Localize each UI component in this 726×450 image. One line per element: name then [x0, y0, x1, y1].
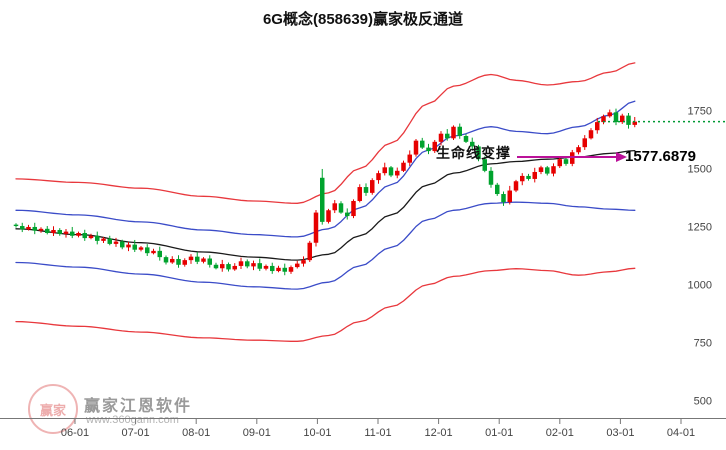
y-axis-label: 1000 — [688, 280, 712, 292]
x-axis-label: 09-01 — [243, 427, 271, 439]
y-axis-label: 500 — [694, 396, 712, 408]
chart-title: 6G概念(858639)赢家极反通道 — [262, 11, 464, 28]
y-axis-label: 1500 — [688, 164, 712, 176]
channel-band-lifeline-black — [15, 149, 636, 261]
channel-band-inner-upper-blue — [15, 100, 636, 238]
watermark-seal-text: 赢家 — [39, 402, 66, 418]
channel-band-outer-upper-red — [15, 62, 636, 204]
candles — [13, 108, 637, 276]
y-axis-label: 750 — [694, 338, 712, 350]
lifeline-arrowhead — [616, 152, 627, 162]
channel-band-inner-lower-blue — [15, 201, 636, 290]
x-axis-label: 11-01 — [364, 427, 391, 439]
x-axis-label: 04-01 — [667, 427, 695, 439]
lifeline-annotation: 生命线变撑 — [436, 145, 511, 161]
channel-band-outer-lower-red — [15, 267, 636, 342]
x-axis-label: 02-01 — [546, 427, 574, 439]
lifeline-price-label: 1577.6879 — [625, 148, 696, 165]
x-axis-label: 06-01 — [61, 427, 89, 439]
x-axis-label: 08-01 — [182, 427, 210, 439]
x-axis-label: 10-01 — [303, 427, 331, 439]
watermark-seal-logo: 赢家 — [28, 384, 78, 434]
y-axis-label: 1250 — [688, 222, 712, 234]
x-axis-label: 07-01 — [122, 427, 150, 439]
x-axis-label: 03-01 — [606, 427, 634, 439]
watermark-brand: 赢家江恩软件 — [84, 398, 193, 415]
x-axis-label: 01-01 — [485, 427, 513, 439]
y-axis-label: 1750 — [688, 106, 712, 118]
watermark-url: www.360gann.com — [86, 414, 179, 426]
x-axis-label: 12-01 — [425, 427, 453, 439]
